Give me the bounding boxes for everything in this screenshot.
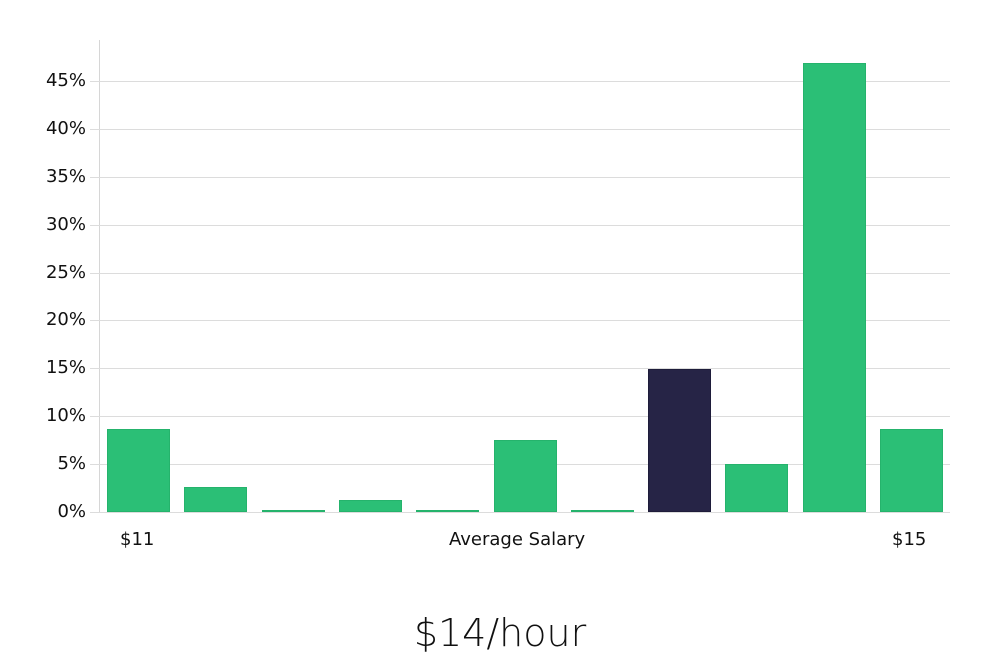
gridline — [90, 368, 950, 369]
y-axis-line — [99, 40, 100, 512]
bar — [262, 510, 325, 512]
y-tick-label: 15% — [45, 357, 86, 378]
bar — [880, 429, 943, 512]
x-axis-title: Average Salary — [449, 529, 586, 550]
gridline — [90, 320, 950, 321]
x-label-min: $11 — [120, 529, 155, 550]
bar — [107, 429, 170, 512]
bar — [339, 500, 402, 512]
average-salary-value: $14/hour — [413, 611, 587, 655]
gridline — [90, 512, 950, 513]
gridline — [90, 273, 950, 274]
bar — [494, 440, 557, 512]
bar — [416, 510, 479, 512]
y-tick-label: 40% — [45, 118, 86, 139]
bar — [571, 510, 634, 512]
salary-histogram-chart: 0% 5% 10% 15% 20% 25% 30% 35% 40% 45% $11 Average… — [45, 40, 950, 550]
bar — [803, 63, 866, 512]
y-tick-label: 10% — [45, 405, 86, 426]
y-tick-label: 35% — [45, 166, 86, 187]
bar-highlighted — [648, 369, 711, 512]
x-label-max: $15 — [892, 529, 927, 550]
y-tick-label: 5% — [57, 453, 86, 474]
gridline — [90, 129, 950, 130]
bar — [725, 464, 788, 512]
gridline — [90, 177, 950, 178]
bar — [184, 487, 247, 512]
y-tick-label: 45% — [45, 70, 86, 91]
gridline — [90, 416, 950, 417]
y-tick-label: 20% — [45, 309, 86, 330]
y-tick-label: 30% — [45, 214, 86, 235]
y-tick-label: 0% — [57, 501, 86, 522]
gridline — [90, 225, 950, 226]
y-tick-label: 25% — [45, 262, 86, 283]
gridline — [90, 81, 950, 82]
